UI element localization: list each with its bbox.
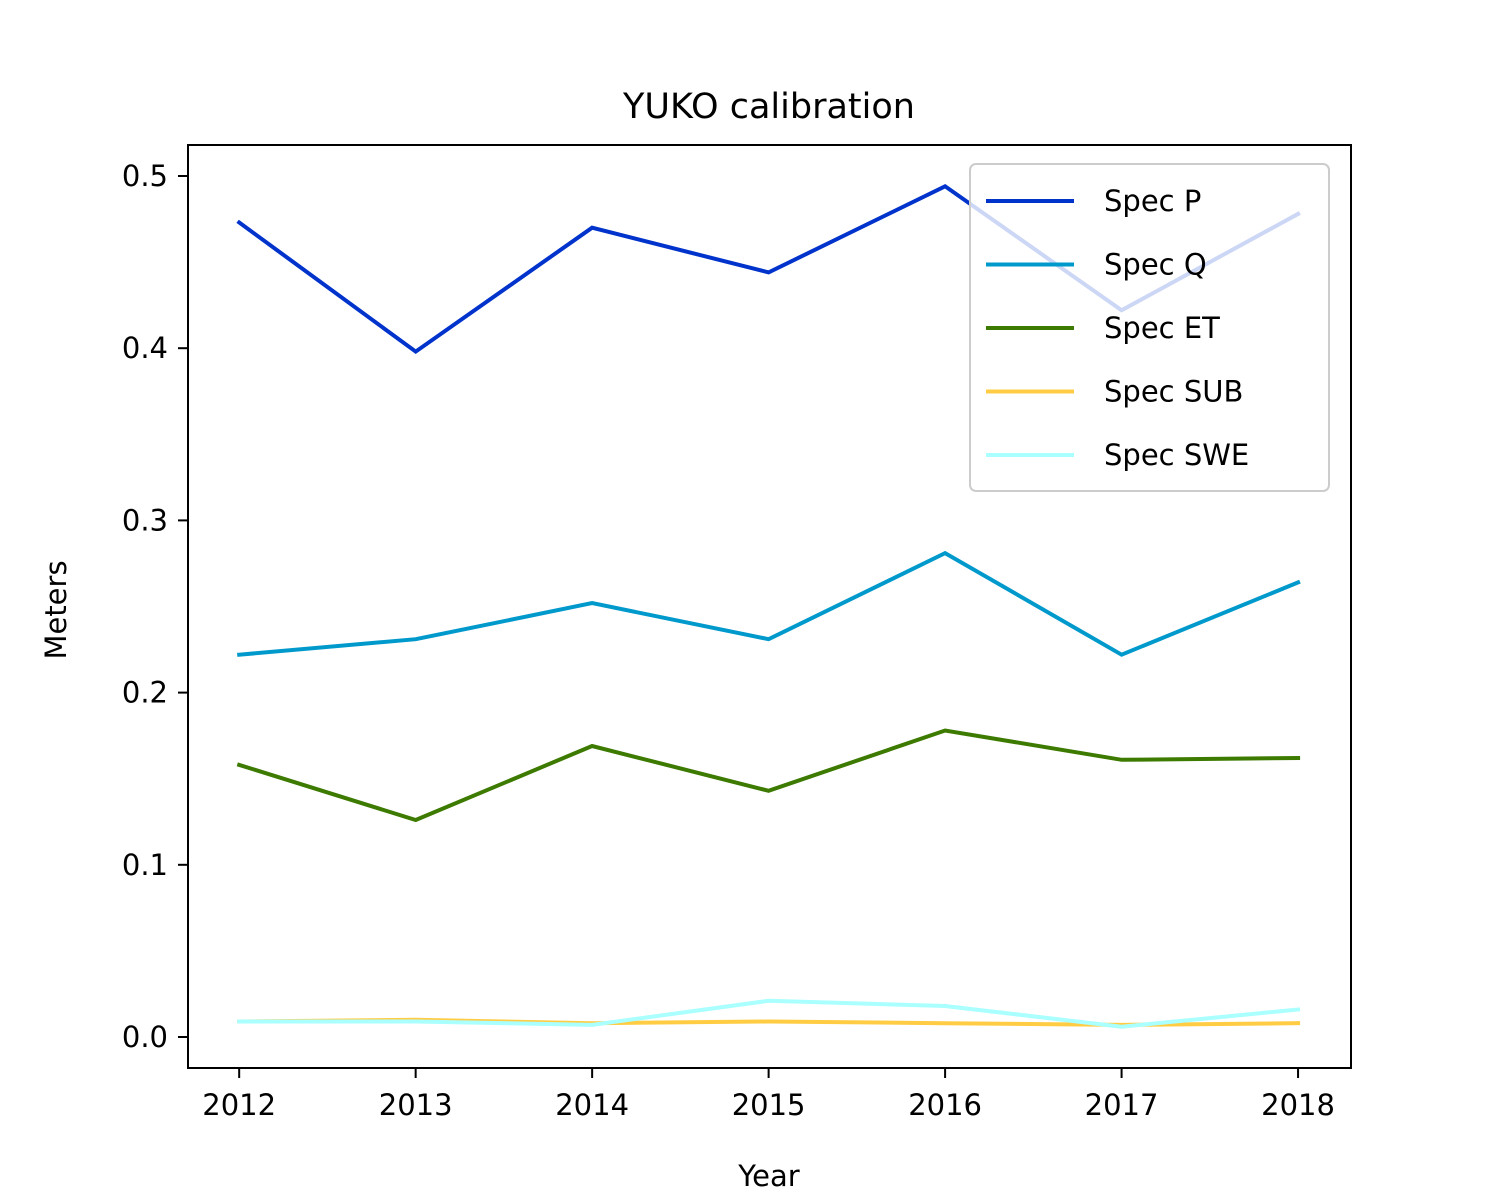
series-line-spec-et [236,728,1301,823]
x-tick-label: 2012 [202,1088,276,1122]
y-tick-label: 0.0 [122,1020,168,1054]
x-axis-title: Year [737,1159,799,1193]
series-line-spec-q [237,550,1301,657]
y-tick-label: 0.1 [122,848,168,882]
legend-label: Spec SWE [1104,438,1249,472]
x-tick-label: 2015 [732,1088,806,1122]
x-axis: 2012 2013 2014 2015 2016 2017 2018 [202,1068,1335,1122]
legend-label: Spec Q [1104,248,1207,282]
y-axis-title: Meters [39,560,73,659]
x-tick-label: 2016 [908,1088,982,1122]
legend-label: Spec P [1104,184,1201,218]
plot-frame [187,144,1352,1069]
y-axis: 0.0 0.1 0.2 0.3 0.4 0.5 [122,159,188,1054]
series-line-spec-swe [237,998,1301,1029]
y-tick-label: 0.4 [122,331,168,365]
legend: Spec P Spec Q Spec ET Spec SUB Spec SWE [969,163,1330,492]
legend-box [969,163,1330,492]
x-tick-label: 2013 [379,1088,453,1122]
y-tick-label: 0.5 [122,159,168,193]
x-tick-label: 2014 [555,1088,629,1122]
x-tick-label: 2017 [1085,1088,1159,1122]
y-tick-label: 0.2 [122,676,168,710]
y-tick-label: 0.3 [122,503,168,537]
legend-label: Spec ET [1104,311,1220,345]
chart-title: YUKO calibration [622,87,915,127]
x-tick-label: 2018 [1261,1088,1335,1122]
legend-label: Spec SUB [1104,375,1243,409]
